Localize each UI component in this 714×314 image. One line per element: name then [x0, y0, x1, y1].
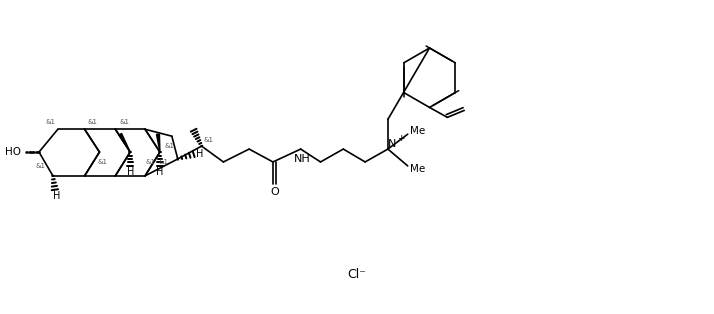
Text: &1: &1: [159, 159, 169, 165]
Text: O: O: [271, 187, 279, 197]
Text: H: H: [156, 167, 164, 177]
Text: NH: NH: [294, 154, 311, 164]
Text: &1: &1: [88, 119, 98, 125]
Text: H: H: [126, 167, 134, 177]
Text: &1: &1: [145, 159, 155, 165]
Polygon shape: [156, 134, 160, 152]
Text: Cl⁻: Cl⁻: [348, 268, 366, 281]
Text: H: H: [196, 149, 203, 159]
Text: &1: &1: [36, 163, 46, 169]
Text: Me: Me: [410, 126, 426, 136]
Polygon shape: [119, 133, 130, 152]
Text: Me: Me: [410, 164, 426, 174]
Text: H: H: [53, 191, 61, 201]
Text: &1: &1: [119, 119, 129, 125]
Text: &1: &1: [97, 159, 107, 165]
Text: &1: &1: [165, 143, 175, 149]
Text: &1: &1: [46, 119, 56, 125]
Text: HO: HO: [5, 147, 21, 157]
Text: N: N: [388, 139, 396, 149]
Text: +: +: [397, 134, 405, 143]
Text: &1: &1: [203, 137, 213, 143]
